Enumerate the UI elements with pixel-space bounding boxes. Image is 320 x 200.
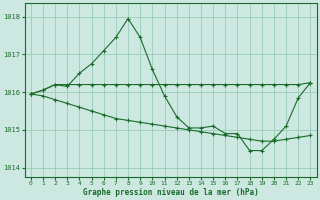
- X-axis label: Graphe pression niveau de la mer (hPa): Graphe pression niveau de la mer (hPa): [83, 188, 259, 197]
